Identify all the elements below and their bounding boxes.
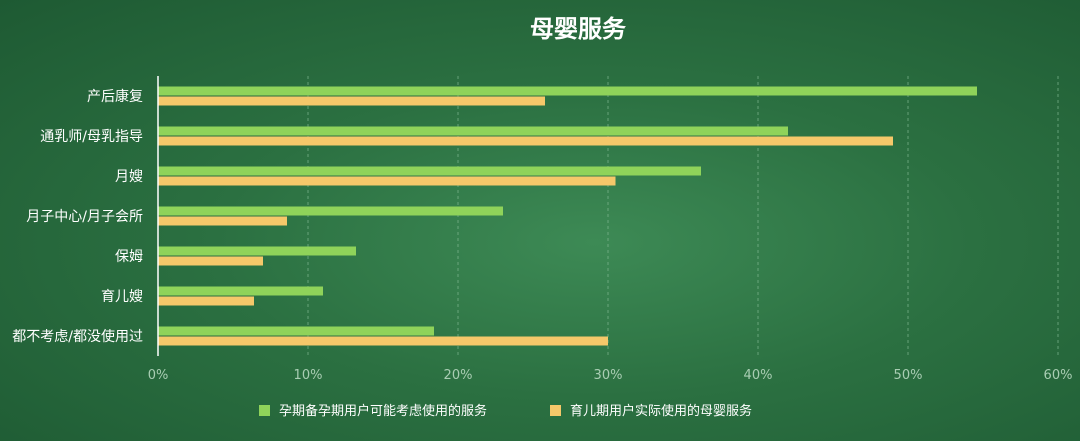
category-label: 育儿嫂 [101,289,143,305]
bar-series-1 [158,206,503,216]
bars [158,86,977,346]
x-tick-label: 40% [744,368,773,383]
legend-swatch [550,405,561,416]
bar-series-1 [158,326,434,336]
x-tick-label: 50% [894,368,923,383]
bar-series-1 [158,86,977,96]
legend-label: 孕期备孕期用户可能考虑使用的服务 [279,403,487,419]
category-label: 月嫂 [115,169,143,185]
bar-series-1 [158,246,356,256]
category-label: 都不考虑/都没使用过 [12,328,143,345]
bar-series-1 [158,126,788,136]
bar-series-2 [158,96,545,106]
legend-item: 育儿期用户实际使用的母婴服务 [550,403,752,419]
grid-lines [307,76,1059,356]
category-label: 产后康复 [87,88,143,105]
legend-item: 孕期备孕期用户可能考虑使用的服务 [259,403,487,419]
x-tick-label: 10% [294,368,323,383]
x-tick-label: 20% [444,368,473,383]
x-tick-label: 60% [1044,368,1073,383]
bar-series-2 [158,256,263,266]
category-label: 通乳师/母乳指导 [40,129,143,145]
bar-series-2 [158,296,254,306]
category-label: 保姆 [115,249,143,265]
bar-series-1 [158,286,323,296]
bar-series-2 [158,176,616,186]
legend-label: 育儿期用户实际使用的母婴服务 [570,403,752,419]
category-label: 月子中心/月子会所 [26,209,143,225]
bar-series-2 [158,216,287,226]
x-tick-label: 30% [594,368,623,383]
chart-title: 母婴服务 [530,15,627,43]
bar-series-2 [158,136,893,146]
x-tick-label: 0% [148,368,169,383]
x-tick-labels: 0% 10% 20% 30% 40% 50% 60% [148,368,1073,383]
bar-series-2 [158,336,608,346]
legend-swatch [259,405,270,416]
legend: 孕期备孕期用户可能考虑使用的服务 育儿期用户实际使用的母婴服务 [259,403,752,419]
bar-series-1 [158,166,701,176]
